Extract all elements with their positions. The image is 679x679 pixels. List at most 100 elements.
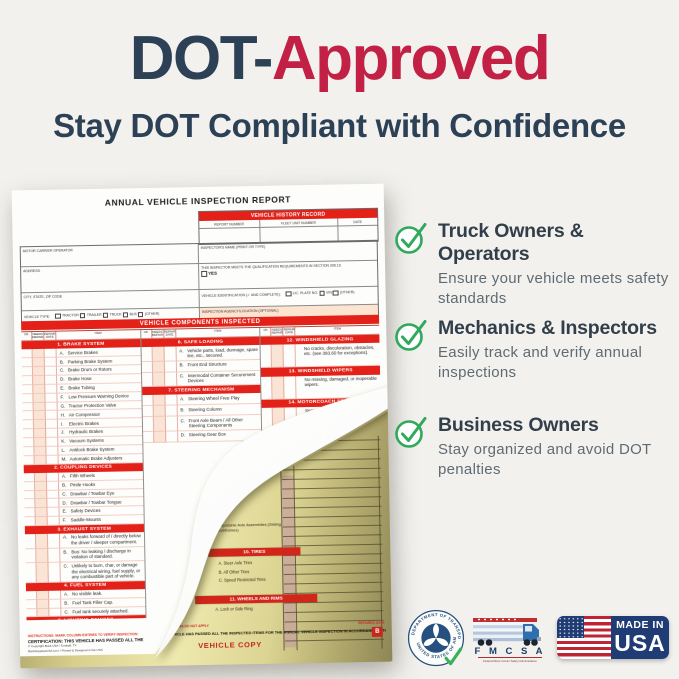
item-text: Vehicle parts, load, dunnage, spare tire… xyxy=(187,346,258,359)
item-text: Safety Devices xyxy=(70,508,101,514)
repaired-date-cell xyxy=(49,608,61,617)
vehicle-type-option: TRUCK xyxy=(103,312,122,318)
made-in-usa-text: MADE IN USA xyxy=(611,616,669,659)
needs-repair-cell xyxy=(154,431,166,442)
item-letter: M. xyxy=(61,456,67,462)
item-text: No cracks, discoloration, obstacles, etc… xyxy=(303,344,375,357)
ok-cell xyxy=(23,429,34,438)
us-flag-icon xyxy=(557,616,611,659)
ok-cell xyxy=(25,517,36,526)
item-text: Pintle Hooks xyxy=(70,481,96,488)
repaired-date-cell xyxy=(45,376,57,385)
carrier-info-grid: MOTOR CARRIER OPERATOR INSPECTOR'S NAME … xyxy=(20,240,379,328)
ok-cell xyxy=(22,376,33,385)
repaired-date-cell xyxy=(48,548,60,563)
ok-cell xyxy=(25,549,36,564)
item-text: Fuel Tank Filler Cap. xyxy=(72,599,114,606)
needs-repair-cell xyxy=(272,345,284,368)
checkbox-icon xyxy=(201,271,207,277)
column-header-cell: ITEM xyxy=(333,326,342,331)
ok-cell xyxy=(26,591,37,600)
item-text: Front Axle Beam / All Other Steering Com… xyxy=(188,416,243,429)
item-letter: C. xyxy=(180,417,186,423)
repaired-date-cell xyxy=(48,517,60,526)
ok-cell xyxy=(143,432,154,443)
component-row: No cracks, discoloration, obstacles, etc… xyxy=(261,343,380,368)
item-cell: C. Unlikely to burn, char, or damage the … xyxy=(60,561,144,582)
component-row: C. Intermodal Container Securement Device… xyxy=(142,371,261,388)
needs-repair-cell xyxy=(36,548,48,563)
needs-repair-cell xyxy=(272,376,284,399)
dot-seal-icon: DEPARTMENT OF TRANSPORTATION UNITED STAT… xyxy=(404,606,465,667)
column-header-cell: ITEM xyxy=(94,330,102,335)
needs-repair-cell xyxy=(35,499,47,508)
brand-stamp: B xyxy=(371,626,383,637)
checkbox-icon xyxy=(333,290,339,296)
item-letter: B. xyxy=(62,482,67,488)
ok-cell xyxy=(22,385,33,394)
item-text: Parking Brake System xyxy=(67,358,113,364)
flag-canton xyxy=(557,616,584,638)
repaired-date-cell xyxy=(166,417,178,432)
item-text: Fuel tank securely attached. xyxy=(72,608,129,615)
repaired-date-cell xyxy=(46,402,58,411)
benefit-business-owners: Business Owners Stay organized and avoid… xyxy=(394,414,676,481)
item-text: Hydraulic Brakes xyxy=(69,429,104,435)
headline-red: Approved xyxy=(271,24,551,93)
ok-cell xyxy=(25,534,36,549)
item-letter: D. xyxy=(180,432,186,438)
repaired-date-cell xyxy=(48,534,60,549)
column-header-cell: ITEM xyxy=(214,328,222,333)
fmcsa-truck-icon xyxy=(473,618,541,646)
yellow-repaired-date: REPAIRED DATE xyxy=(358,620,385,626)
repaired-date-cell xyxy=(45,385,57,394)
repaired-date-cell xyxy=(165,372,177,387)
item-text: Intermodal Container Securement Devices xyxy=(187,372,256,384)
ok-cell xyxy=(23,447,34,456)
vehicle-type-label: VEHICLE TYPE: xyxy=(23,314,51,319)
ok-cell xyxy=(24,482,35,491)
needs-repair-cell xyxy=(33,385,45,394)
item-text: Brake Tubing xyxy=(68,385,95,391)
ok-cell xyxy=(22,350,33,359)
item-text: Steering Gear Box xyxy=(188,431,226,438)
needs-repair-cell xyxy=(35,473,47,482)
repaired-date-cell xyxy=(46,447,58,456)
ok-cell xyxy=(23,438,34,447)
item-cell: C. Fuel tank securely attached. xyxy=(61,607,145,617)
yellow-tires-items: A. Steer Axle Tires B. All Other Tires C… xyxy=(218,560,265,587)
needs-repair-cell xyxy=(34,429,46,438)
vehicle-id-option: LIC. PLATE NO. xyxy=(286,290,319,296)
item-cell: A. No leaks forward of / directly below t… xyxy=(60,532,144,548)
yellow-wheels-item: A. Lock or Side Ring xyxy=(215,606,253,612)
repaired-date-cell xyxy=(164,361,176,372)
components-column-1: OK NEEDS REPAIR REPAIRED DATE ITEM 1. BRAKE … xyxy=(21,330,145,620)
checkbox-label: LIC. PLATE NO. xyxy=(292,291,319,296)
ok-cell xyxy=(261,345,272,368)
checkbox-label: TRACTOR xyxy=(61,313,79,318)
item-letter: C. xyxy=(63,563,69,569)
item-text: Unlikely to burn, char, or damage the el… xyxy=(71,562,141,580)
item-letter: G. xyxy=(60,403,66,409)
item-letter: B. xyxy=(180,406,185,412)
repaired-date-cell xyxy=(46,411,58,420)
benefit-desc: Easily track and verify annual inspectio… xyxy=(438,344,643,382)
ok-cell xyxy=(141,362,152,373)
item-letter: C. xyxy=(179,373,185,379)
item-text: Air Compressor xyxy=(68,411,101,418)
yes-checkbox: YES xyxy=(201,271,217,277)
repaired-date-cell xyxy=(46,438,58,447)
needs-repair-cell xyxy=(33,349,45,358)
ok-cell xyxy=(23,403,34,412)
item-text: No leaks forward of / directly below the… xyxy=(70,533,141,546)
made-in-label: MADE IN xyxy=(616,619,664,632)
needs-repair-cell xyxy=(36,534,48,549)
item-letter: A. xyxy=(180,395,185,401)
item-text: Electric Brakes xyxy=(68,420,99,426)
vehicle-type-option: BUS xyxy=(123,312,137,318)
checkbox-label: BUS xyxy=(129,312,137,317)
repaired-date-cell xyxy=(47,490,59,499)
repaired-date-cell xyxy=(49,599,61,608)
needs-repair-cell xyxy=(35,482,47,491)
history-col: FLEET UNIT NUMBER xyxy=(260,218,338,226)
